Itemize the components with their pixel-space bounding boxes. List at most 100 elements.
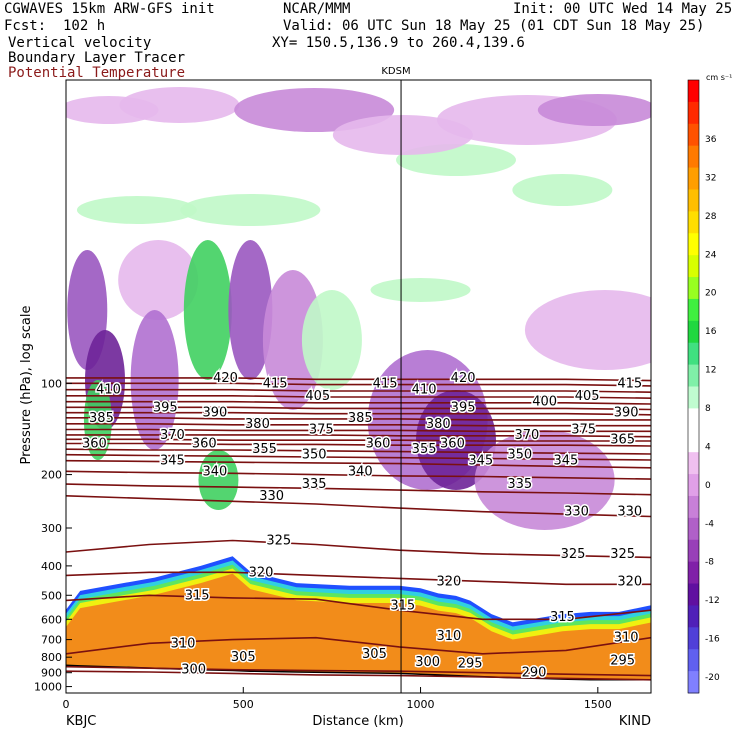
field-theta: Potential Temperature <box>8 65 186 81</box>
isentrope-400 <box>66 400 651 405</box>
colorbar-swatch <box>688 452 699 475</box>
theta-label: 410 <box>96 383 121 398</box>
colorbar-label: 16 <box>705 327 717 337</box>
colorbar-swatch <box>688 495 699 519</box>
theta-label: 325 <box>266 534 291 549</box>
theta-label: 385 <box>89 411 114 426</box>
w-blob-8 <box>512 174 613 206</box>
isentrope-395 <box>66 406 651 411</box>
colorbar-unit: cm s⁻¹ <box>706 73 732 82</box>
theta-label: 325 <box>610 547 635 562</box>
xy-range: XY= 150.5,136.9 to 260.4,139.6 <box>272 35 525 51</box>
plot-frame <box>65 79 652 694</box>
w-blob-5 <box>76 196 197 224</box>
theta-label: 335 <box>302 477 327 492</box>
w-blob-14 <box>130 310 179 450</box>
theta-label: 405 <box>575 389 600 404</box>
colorbar-swatch <box>688 539 699 563</box>
colorbar-swatch <box>688 561 699 585</box>
isentrope-410 <box>66 388 651 393</box>
colorbar-swatch <box>688 342 699 366</box>
isentrope-405 <box>66 395 651 399</box>
isentrope-370 <box>66 434 651 438</box>
isentrope-335 <box>66 483 651 496</box>
plot-content: 410 420 415 415 420 415 395 390 405 410 395 400 405 3… <box>66 80 651 693</box>
station-label: KDSM <box>381 66 410 77</box>
colorbar-swatch <box>688 298 699 322</box>
colorbar-label: 0 <box>705 481 711 491</box>
theta-label: 345 <box>468 454 493 469</box>
theta-label: 360 <box>440 437 465 452</box>
colorbar-label: 32 <box>705 173 716 183</box>
theta-label: 410 <box>412 383 437 398</box>
theta-label: 320 <box>249 565 274 580</box>
colorbar-swatch <box>688 277 699 300</box>
isentrope-415 <box>66 382 651 387</box>
w-blob-22 <box>524 290 651 370</box>
x-end-label: KIND <box>619 714 651 729</box>
theta-label: 300 <box>181 663 206 678</box>
isentrope-310 <box>66 636 651 655</box>
theta-label: 310 <box>436 629 461 644</box>
isentrope-385 <box>66 417 651 421</box>
w-blob-10 <box>118 240 199 320</box>
colorbar-swatch <box>688 430 699 453</box>
colorbar-swatch <box>688 649 699 672</box>
colorbar-swatch <box>688 671 699 694</box>
colorbar-swatch <box>688 605 699 628</box>
w-blob-17 <box>262 270 323 410</box>
theta-label: 300 <box>415 655 440 670</box>
theta-label: 335 <box>507 477 532 492</box>
isentrope-345 <box>66 459 651 469</box>
forecast-hour: Fcst: 102 h <box>4 18 106 34</box>
y-tick-label: 500 <box>41 589 62 602</box>
org-label: NCAR/MMM <box>283 1 351 17</box>
theta-label: 340 <box>348 464 373 479</box>
theta-label: 420 <box>451 371 476 386</box>
init-time: Init: 00 UTC Wed 14 May 25 <box>513 1 733 17</box>
theta-label: 310 <box>614 631 639 646</box>
isentrope-320 <box>66 571 651 586</box>
theta-label: 320 <box>436 574 461 589</box>
x-tick-label: 0 <box>63 698 70 711</box>
theta-label: 360 <box>192 437 217 452</box>
w-blob-6 <box>180 194 321 226</box>
y-tick-label: 300 <box>41 522 62 535</box>
theta-label: 415 <box>263 376 288 391</box>
w-blob-21 <box>474 430 615 530</box>
theta-label: 345 <box>160 454 185 469</box>
isentrope-365 <box>66 438 651 442</box>
isentrope-360 <box>66 442 651 447</box>
theta-label: 330 <box>564 505 589 520</box>
colorbar-label: -20 <box>705 673 720 683</box>
isentrope-380 <box>66 423 651 427</box>
field-boundary-layer: Boundary Layer Tracer <box>8 50 186 66</box>
theta-label: 390 <box>614 406 639 421</box>
y-axis-title: Pressure (hPa), log scale <box>19 306 34 465</box>
colorbar-label: 24 <box>705 250 717 260</box>
w-blob-24 <box>198 450 239 510</box>
w-blob-4 <box>537 94 651 126</box>
colorbar-swatch <box>688 145 699 169</box>
theta-label: 350 <box>302 448 327 463</box>
theta-label: 405 <box>305 389 330 404</box>
theta-label: 380 <box>426 417 451 432</box>
colorbar-label: -12 <box>705 596 720 606</box>
y-tick-label: 900 <box>41 667 62 680</box>
theta-label: 355 <box>252 442 277 457</box>
theta-label: 390 <box>202 406 227 421</box>
colorbar-swatch <box>688 627 699 650</box>
colorbar-swatch <box>688 474 699 497</box>
colorbar-label: -4 <box>705 519 714 529</box>
colorbar-swatch <box>688 408 699 431</box>
plot-area: 410 420 415 415 420 415 395 390 405 410 395 400 405 3… <box>66 80 651 693</box>
colorbar-swatch <box>688 386 699 409</box>
y-tick-label: 600 <box>41 613 62 626</box>
w-blob-1 <box>119 87 240 123</box>
theta-label: 370 <box>160 428 185 443</box>
x-tick-label: 1000 <box>407 698 435 711</box>
theta-label: 385 <box>348 411 373 426</box>
theta-label: 420 <box>213 371 238 386</box>
theta-label: 360 <box>366 437 391 452</box>
